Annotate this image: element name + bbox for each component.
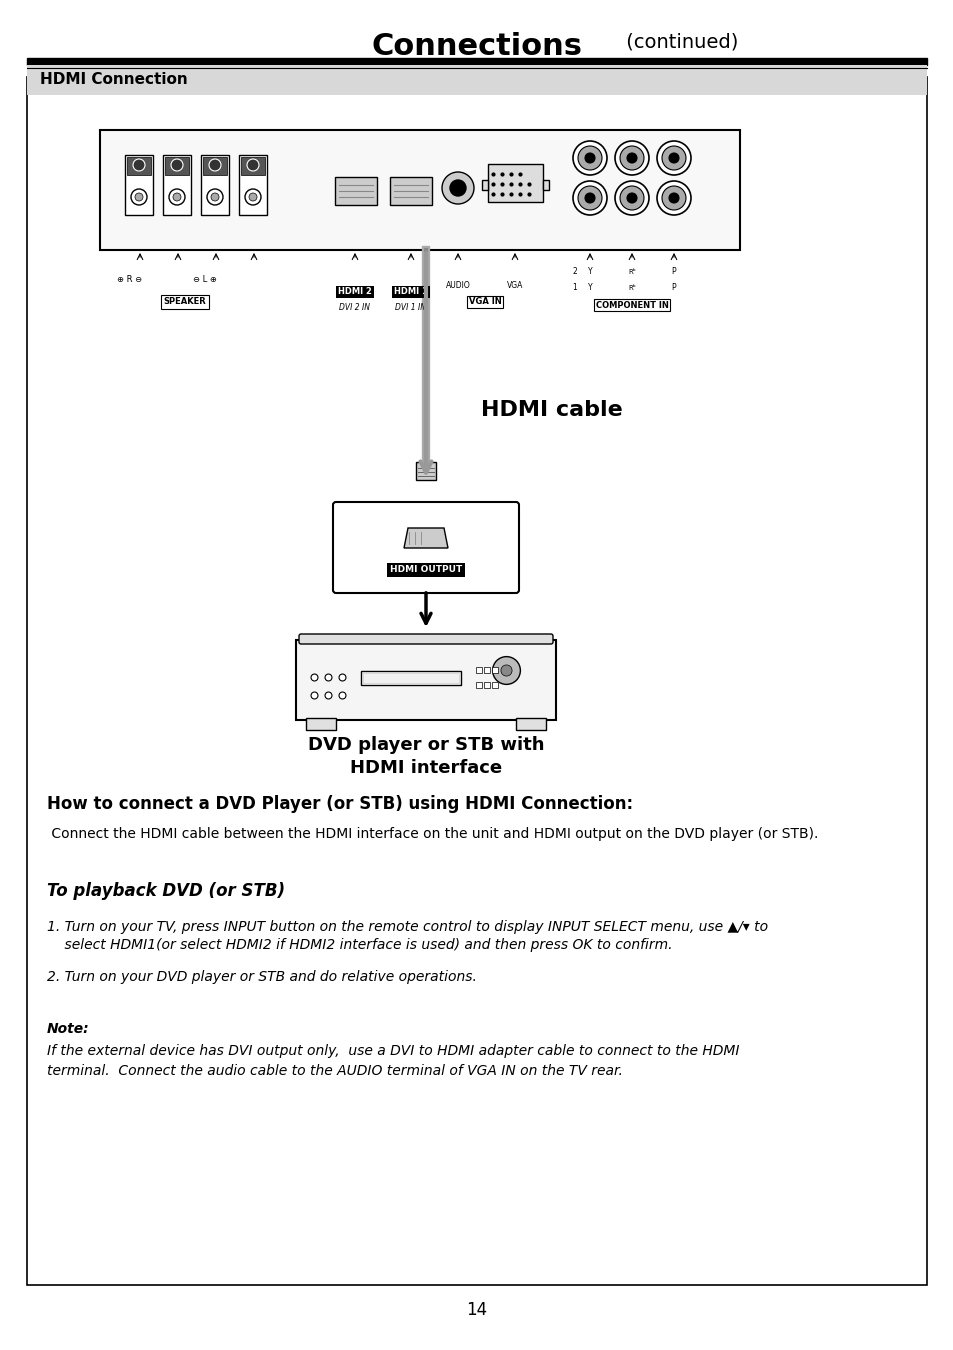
Circle shape [132, 159, 145, 171]
Text: ⊖ L ⊕: ⊖ L ⊕ [193, 275, 216, 285]
Circle shape [668, 193, 679, 202]
Text: HDMI OUTPUT: HDMI OUTPUT [390, 566, 461, 575]
Bar [163, 155, 191, 215]
Bar [488, 163, 542, 202]
Bar [542, 180, 548, 190]
Text: Note:: Note: [47, 1022, 90, 1035]
Circle shape [615, 181, 648, 215]
Bar [241, 157, 265, 176]
Circle shape [626, 193, 637, 202]
Circle shape [619, 186, 643, 211]
Text: HDMI Connection: HDMI Connection [40, 72, 188, 86]
Circle shape [169, 189, 185, 205]
Text: Connections: Connections [371, 32, 582, 61]
Bar [165, 157, 189, 176]
Bar [239, 155, 267, 215]
Text: DVI 1 IN: DVI 1 IN [395, 304, 426, 312]
Circle shape [247, 159, 258, 171]
Circle shape [207, 189, 223, 205]
Circle shape [578, 186, 601, 211]
Text: 1. Turn on your TV, press INPUT button on the remote control to display INPUT SE: 1. Turn on your TV, press INPUT button o… [47, 919, 767, 934]
Bar [363, 674, 458, 683]
Text: HDMI 1: HDMI 1 [394, 288, 428, 297]
Text: AUDIO: AUDIO [445, 281, 470, 289]
Text: HDMI interface: HDMI interface [350, 759, 501, 778]
Bar [335, 177, 376, 205]
Circle shape [249, 193, 256, 201]
Bar [125, 155, 152, 215]
Polygon shape [403, 528, 448, 548]
Circle shape [450, 180, 465, 196]
Circle shape [661, 186, 685, 211]
Circle shape [573, 181, 606, 215]
Bar [127, 157, 151, 176]
Circle shape [131, 189, 147, 205]
Text: P: P [671, 267, 676, 277]
Circle shape [668, 153, 679, 163]
Bar [203, 157, 227, 176]
Text: Rᵇ: Rᵇ [627, 269, 636, 275]
FancyBboxPatch shape [27, 77, 926, 1285]
Circle shape [441, 171, 474, 204]
Text: Rᵇ: Rᵇ [627, 285, 636, 292]
Bar [100, 130, 740, 250]
Bar [416, 462, 436, 481]
Circle shape [615, 140, 648, 176]
Circle shape [626, 153, 637, 163]
Bar [516, 718, 545, 730]
Text: HDMI 2: HDMI 2 [337, 288, 372, 297]
Circle shape [135, 193, 143, 201]
Circle shape [245, 189, 261, 205]
Text: 2. Turn on your DVD player or STB and do relative operations.: 2. Turn on your DVD player or STB and do… [47, 971, 476, 984]
Circle shape [211, 193, 219, 201]
Circle shape [584, 153, 595, 163]
Text: Y: Y [587, 284, 592, 293]
Bar [27, 65, 926, 94]
Bar [360, 671, 460, 684]
Circle shape [573, 140, 606, 176]
Text: terminal.  Connect the audio cable to the AUDIO terminal of VGA IN on the TV rea: terminal. Connect the audio cable to the… [47, 1064, 622, 1079]
Circle shape [619, 146, 643, 170]
Text: VGA: VGA [506, 281, 522, 289]
Circle shape [657, 181, 690, 215]
FancyBboxPatch shape [298, 634, 553, 644]
FancyBboxPatch shape [295, 640, 556, 720]
Text: (continued): (continued) [619, 32, 738, 51]
Circle shape [209, 159, 221, 171]
Text: If the external device has DVI output only,  use a DVI to HDMI adapter cable to : If the external device has DVI output on… [47, 1044, 739, 1058]
Text: Y: Y [587, 267, 592, 277]
FancyBboxPatch shape [333, 502, 518, 593]
Text: To playback DVD (or STB): To playback DVD (or STB) [47, 882, 285, 900]
Bar [390, 177, 432, 205]
Text: COMPONENT IN: COMPONENT IN [595, 301, 668, 309]
Bar [27, 58, 926, 65]
Circle shape [172, 193, 181, 201]
Text: HDMI cable: HDMI cable [480, 400, 622, 420]
Text: ⊕ R ⊖: ⊕ R ⊖ [117, 275, 142, 285]
Text: P: P [671, 284, 676, 293]
Circle shape [657, 140, 690, 176]
Circle shape [578, 146, 601, 170]
Text: DVI 2 IN: DVI 2 IN [339, 304, 370, 312]
Bar [201, 155, 229, 215]
Circle shape [171, 159, 183, 171]
Text: VGA IN: VGA IN [468, 297, 501, 306]
Text: Connect the HDMI cable between the HDMI interface on the unit and HDMI output on: Connect the HDMI cable between the HDMI … [47, 828, 818, 841]
Circle shape [661, 146, 685, 170]
Text: 1: 1 [572, 284, 577, 293]
Text: SPEAKER: SPEAKER [164, 297, 206, 306]
Bar [481, 180, 488, 190]
Circle shape [584, 193, 595, 202]
Text: select HDMI1(or select HDMI2 if HDMI2 interface is used) and then press OK to co: select HDMI1(or select HDMI2 if HDMI2 in… [47, 938, 672, 952]
Text: 2: 2 [572, 267, 577, 277]
Text: How to connect a DVD Player (or STB) using HDMI Connection:: How to connect a DVD Player (or STB) usi… [47, 795, 633, 813]
Bar [306, 718, 335, 730]
Text: DVD player or STB with: DVD player or STB with [308, 736, 543, 755]
Text: 14: 14 [466, 1301, 487, 1319]
